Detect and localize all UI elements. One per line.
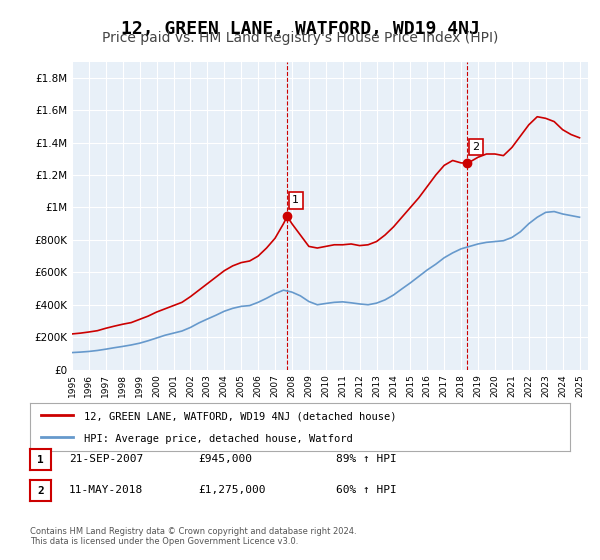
Text: 60% ↑ HPI: 60% ↑ HPI — [336, 485, 397, 495]
Text: 11-MAY-2018: 11-MAY-2018 — [69, 485, 143, 495]
Text: 89% ↑ HPI: 89% ↑ HPI — [336, 454, 397, 464]
Text: 2: 2 — [37, 486, 44, 496]
Text: 12, GREEN LANE, WATFORD, WD19 4NJ: 12, GREEN LANE, WATFORD, WD19 4NJ — [121, 20, 479, 38]
Text: £1,275,000: £1,275,000 — [198, 485, 265, 495]
Text: 21-SEP-2007: 21-SEP-2007 — [69, 454, 143, 464]
Text: Contains HM Land Registry data © Crown copyright and database right 2024.
This d: Contains HM Land Registry data © Crown c… — [30, 526, 356, 546]
Text: 12, GREEN LANE, WATFORD, WD19 4NJ (detached house): 12, GREEN LANE, WATFORD, WD19 4NJ (detac… — [84, 412, 397, 422]
Text: 1: 1 — [37, 455, 44, 465]
Text: 2: 2 — [472, 142, 479, 152]
Text: Price paid vs. HM Land Registry's House Price Index (HPI): Price paid vs. HM Land Registry's House … — [102, 31, 498, 45]
Text: 1: 1 — [292, 195, 299, 206]
Text: £945,000: £945,000 — [198, 454, 252, 464]
Text: HPI: Average price, detached house, Watford: HPI: Average price, detached house, Watf… — [84, 434, 353, 444]
